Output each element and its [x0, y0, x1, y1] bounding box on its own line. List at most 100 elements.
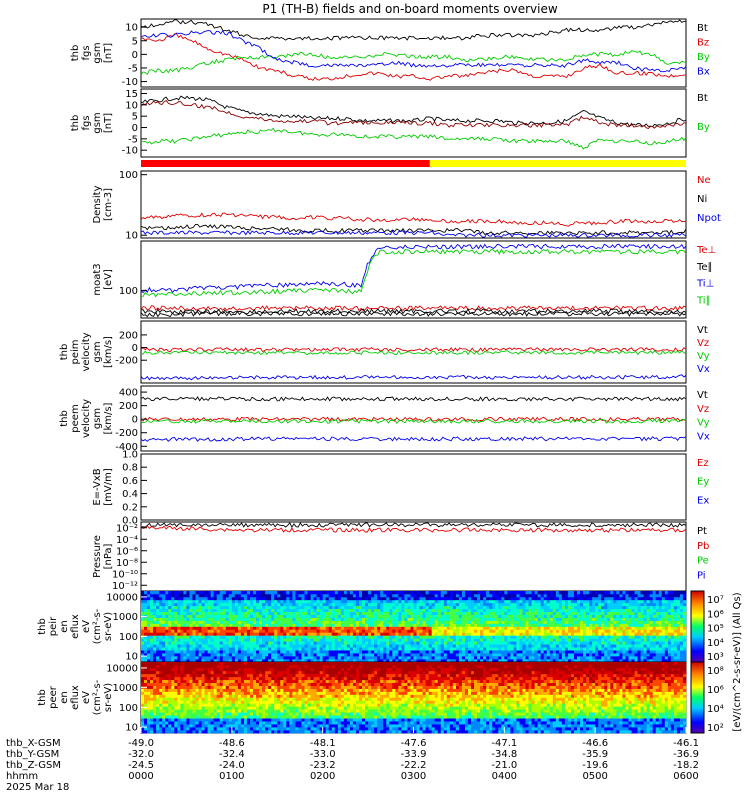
heatmap-cell	[380, 596, 384, 601]
heatmap-cell	[225, 602, 230, 607]
heatmap-cell	[283, 650, 287, 654]
heatmap-cell	[213, 611, 217, 615]
heatmap-cell	[283, 632, 287, 636]
heatmap-cell	[355, 647, 360, 651]
heatmap-cell	[377, 647, 381, 651]
heatmap-cell	[534, 605, 538, 610]
heatmap-cell	[216, 605, 221, 610]
heatmap-cell	[564, 623, 569, 627]
heatmap-cell	[589, 656, 593, 660]
heatmap-cell	[259, 647, 263, 651]
heatmap-cell	[237, 626, 242, 630]
heatmap-cell	[474, 653, 478, 657]
heatmap-cell	[419, 620, 423, 624]
heatmap-cell	[540, 641, 544, 645]
heatmap-cell	[577, 608, 581, 613]
heatmap-cell	[159, 667, 163, 672]
heatmap-cell	[395, 647, 399, 651]
heatmap-cell	[468, 593, 472, 598]
heatmap-cell	[468, 638, 472, 642]
heatmap-cell	[386, 620, 390, 624]
heatmap-cell	[634, 596, 638, 601]
heatmap-cell	[368, 641, 372, 645]
heatmap-cell	[280, 599, 284, 604]
heatmap-cell	[437, 620, 442, 624]
heatmap-cell	[561, 626, 566, 630]
heatmap-cell	[483, 599, 487, 604]
heatmap-cell	[331, 614, 336, 618]
y-tick-label: 0	[132, 415, 138, 426]
heatmap-cell	[355, 644, 360, 648]
heatmap-cell	[404, 656, 408, 660]
heatmap-cell	[464, 659, 469, 663]
heatmap-cell	[658, 629, 663, 633]
heatmap-cell	[637, 656, 641, 660]
heatmap-cell	[147, 620, 151, 624]
heatmap-cell	[564, 608, 569, 613]
heatmap-cell	[673, 593, 678, 598]
heatmap-cell	[510, 647, 514, 651]
heatmap-cell	[159, 679, 163, 684]
heatmap-cell	[231, 608, 236, 613]
heatmap-cell	[425, 611, 429, 615]
heatmap-cell	[567, 647, 572, 651]
heatmap-cell	[171, 591, 175, 595]
heatmap-cell	[352, 620, 357, 624]
heatmap-cell	[310, 641, 314, 645]
heatmap-cell	[144, 653, 148, 657]
heatmap-cell	[637, 629, 641, 633]
heatmap-cell	[316, 596, 320, 601]
heatmap-cell	[253, 617, 257, 621]
heatmap-cell	[531, 635, 535, 639]
heatmap-cell	[268, 650, 272, 654]
series-bt-line	[140, 95, 687, 128]
heatmap-cell	[676, 659, 681, 663]
heatmap-cell	[198, 685, 202, 689]
heatmap-cell	[570, 635, 575, 639]
heatmap-cell	[598, 656, 602, 660]
heatmap-cell	[513, 623, 517, 627]
heatmap-cell	[613, 659, 617, 663]
heatmap-cell	[670, 626, 675, 630]
heatmap-cell	[519, 591, 523, 595]
heatmap-cell	[401, 614, 405, 618]
heatmap-cell	[522, 635, 526, 639]
heatmap-cell	[144, 718, 148, 722]
heatmap-cell	[631, 608, 635, 613]
heatmap-cell	[156, 602, 160, 607]
heatmap-cell	[310, 650, 314, 654]
heatmap-cell	[216, 638, 221, 642]
heatmap-cell	[316, 591, 320, 595]
heatmap-cell	[189, 662, 193, 666]
heatmap-cell	[682, 620, 687, 624]
heatmap-cell	[446, 641, 451, 645]
heatmap-cell	[144, 670, 148, 675]
heatmap-cell	[452, 656, 457, 660]
heatmap-cell	[434, 629, 439, 633]
heatmap-cell	[198, 682, 202, 686]
heatmap-cell	[144, 591, 148, 595]
heatmap-cell	[628, 593, 632, 598]
heatmap-cell	[340, 638, 345, 642]
heatmap-cell	[259, 591, 263, 595]
heatmap-cell	[243, 620, 248, 624]
heatmap-cell	[461, 617, 466, 621]
heatmap-cell	[301, 635, 305, 639]
heatmap-cell	[310, 656, 314, 660]
heatmap-cell	[189, 596, 193, 601]
heatmap-cell	[271, 650, 275, 654]
heatmap-cell	[150, 644, 154, 648]
heatmap-cell	[555, 605, 560, 610]
heatmap-cell	[292, 626, 296, 630]
heatmap-cell	[598, 605, 602, 610]
heatmap-cell	[289, 650, 293, 654]
heatmap-cell	[607, 599, 611, 604]
series-ni-line	[140, 223, 687, 236]
heatmap-cell	[310, 659, 314, 663]
heatmap-cell	[274, 605, 278, 610]
heatmap-cell	[189, 611, 193, 615]
y-tick-label: -5	[128, 63, 138, 74]
heatmap-cell	[437, 591, 442, 595]
heatmap-cell	[331, 623, 336, 627]
